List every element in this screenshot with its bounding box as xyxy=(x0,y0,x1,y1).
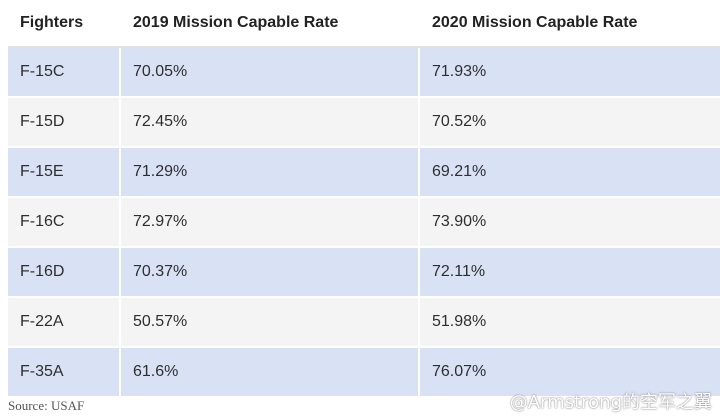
rate-2020-cell: 73.90% xyxy=(419,196,720,247)
table-row: F-15C 70.05% 71.93% xyxy=(8,46,720,97)
rate-2020-cell: 69.21% xyxy=(419,146,720,197)
rate-2019-cell: 71.29% xyxy=(120,146,420,197)
rate-2019-cell: 50.57% xyxy=(120,296,420,347)
source-note: Source: USAF xyxy=(8,398,85,413)
rate-2019-cell: 70.37% xyxy=(120,246,420,297)
rate-2020-cell: 72.11% xyxy=(419,246,720,297)
fighter-cell: F-22A xyxy=(8,296,121,347)
table-header-row: Fighters 2019 Mission Capable Rate 2020 … xyxy=(8,0,720,48)
fighter-cell: F-15C xyxy=(8,46,121,97)
mission-capable-table: Fighters 2019 Mission Capable Rate 2020 … xyxy=(8,0,720,396)
data-table-container: Fighters 2019 Mission Capable Rate 2020 … xyxy=(8,0,720,396)
table-row: F-15E 71.29% 69.21% xyxy=(8,146,720,197)
fighter-cell: F-15E xyxy=(8,146,121,197)
column-header-fighters: Fighters xyxy=(8,0,121,48)
column-header-2020: 2020 Mission Capable Rate xyxy=(419,0,720,48)
fighter-cell: F-16C xyxy=(8,196,121,247)
table-row: F-16C 72.97% 73.90% xyxy=(8,196,720,247)
table-row: F-16D 70.37% 72.11% xyxy=(8,246,720,297)
table-row: F-15D 72.45% 70.52% xyxy=(8,96,720,147)
rate-2020-cell: 76.07% xyxy=(419,346,720,396)
rate-2019-cell: 61.6% xyxy=(120,346,420,396)
table-row: F-22A 50.57% 51.98% xyxy=(8,296,720,347)
rate-2019-cell: 70.05% xyxy=(120,46,420,97)
column-header-2019: 2019 Mission Capable Rate xyxy=(120,0,420,48)
fighter-cell: F-15D xyxy=(8,96,121,147)
fighter-cell: F-16D xyxy=(8,246,121,297)
rate-2020-cell: 70.52% xyxy=(419,96,720,147)
rate-2020-cell: 71.93% xyxy=(419,46,720,97)
watermark: @Armstrong的空军之翼 xyxy=(509,392,712,413)
rate-2019-cell: 72.45% xyxy=(120,96,420,147)
fighter-cell: F-35A xyxy=(8,346,121,396)
rate-2019-cell: 72.97% xyxy=(120,196,420,247)
rate-2020-cell: 51.98% xyxy=(419,296,720,347)
table-row: F-35A 61.6% 76.07% xyxy=(8,346,720,396)
